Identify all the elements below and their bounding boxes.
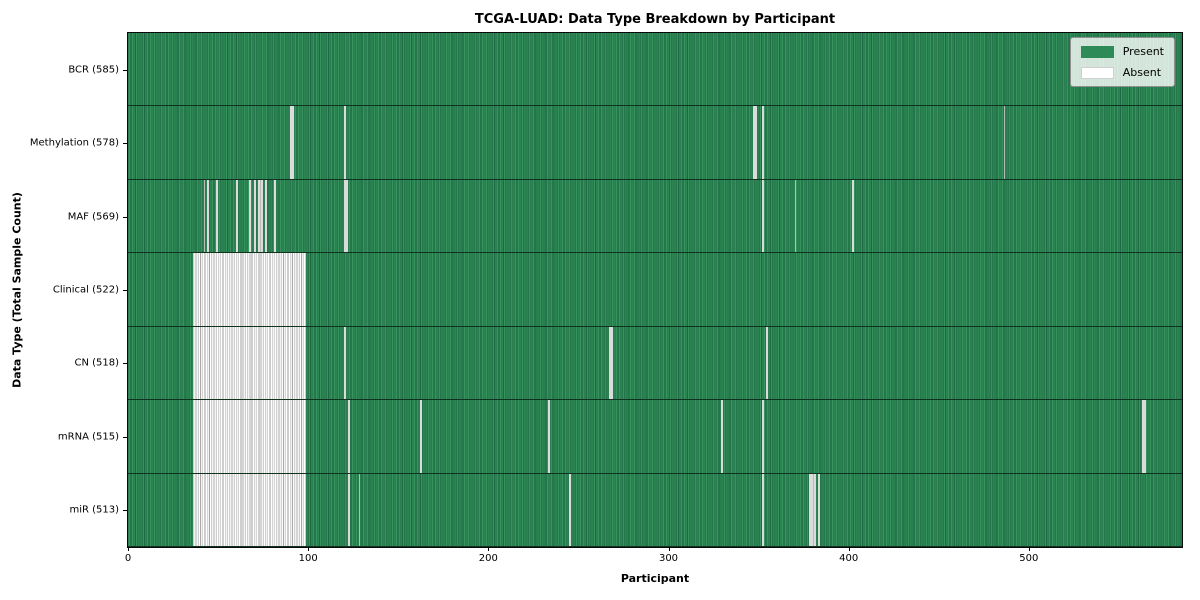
- x-tick-label: 300: [658, 553, 679, 564]
- absent-mark: [610, 326, 613, 400]
- legend-item-present: Present: [1080, 45, 1164, 58]
- absent-mark: [291, 106, 294, 179]
- absent-mark: [236, 179, 238, 253]
- y-tick-label: miR (513): [69, 504, 119, 516]
- absent-mark: [753, 106, 755, 179]
- absent-mark: [1003, 106, 1006, 179]
- y-tick: [123, 69, 128, 71]
- x-tick: [1028, 547, 1030, 551]
- absent-mark: [358, 473, 361, 546]
- absent-mark: [207, 179, 210, 253]
- legend-label-present: Present: [1122, 45, 1164, 58]
- row-methylation: [128, 106, 1182, 180]
- absent-mark: [203, 179, 206, 253]
- absent-mark: [261, 179, 264, 253]
- x-tick: [308, 547, 310, 551]
- absent-mark: [762, 106, 764, 179]
- absent-mark: [264, 179, 267, 253]
- x-tick: [848, 547, 850, 551]
- absent-mark: [754, 106, 757, 179]
- absent-mark: [762, 179, 764, 253]
- absent-mark: [216, 179, 219, 253]
- absent-mark: [192, 473, 307, 546]
- y-tick: [123, 216, 128, 218]
- absent-mark: [1144, 400, 1146, 473]
- legend-label-absent: Absent: [1122, 66, 1162, 79]
- x-tick: [128, 547, 129, 551]
- row-clinical: [128, 253, 1182, 327]
- chart-title: TCGA-LUAD: Data Type Breakdown by Partic…: [474, 12, 836, 27]
- y-tick-label: MAF (569): [67, 211, 119, 223]
- absent-mark: [257, 179, 260, 253]
- row-mir: [128, 473, 1182, 547]
- absent-mark: [344, 179, 346, 253]
- row-mrna: [128, 400, 1182, 474]
- x-tick-label: 0: [124, 553, 132, 564]
- y-tick-label: Methylation (578): [29, 137, 119, 149]
- absent-mark: [794, 179, 797, 253]
- legend-swatch-absent-icon: [1080, 66, 1114, 79]
- absent-mark: [419, 400, 422, 473]
- absent-mark: [762, 400, 764, 473]
- absent-mark: [765, 326, 768, 400]
- absent-mark: [1142, 400, 1145, 473]
- absent-mark: [347, 400, 350, 473]
- x-tick: [488, 547, 490, 551]
- x-tick-label: 400: [839, 553, 859, 564]
- absent-mark: [347, 473, 350, 546]
- x-tick-label: 100: [298, 553, 318, 564]
- absent-mark: [344, 326, 346, 400]
- absent-mark: [344, 106, 346, 179]
- y-tick: [123, 290, 128, 291]
- x-tick-label: 500: [1019, 553, 1039, 564]
- x-tick-label: 200: [478, 553, 498, 564]
- absent-mark: [814, 473, 817, 546]
- absent-mark: [569, 473, 572, 546]
- row-maf: [128, 179, 1182, 254]
- absent-mark: [812, 473, 815, 546]
- absent-mark: [852, 179, 855, 253]
- absent-mark: [273, 179, 276, 253]
- y-tick: [123, 436, 128, 438]
- y-tick-label: CN (518): [74, 357, 119, 369]
- legend-item-absent: Absent: [1080, 66, 1164, 79]
- absent-mark: [248, 179, 251, 253]
- y-tick: [123, 510, 128, 512]
- absent-mark: [547, 400, 550, 473]
- row-cn: [128, 326, 1182, 401]
- y-tick-label: BCR (585): [68, 64, 119, 76]
- legend-swatch-present-icon: [1080, 45, 1114, 58]
- y-tick-label: mRNA (515): [57, 431, 119, 443]
- y-tick: [123, 143, 128, 145]
- x-tick: [668, 547, 670, 551]
- absent-mark: [762, 473, 764, 546]
- absent-mark: [259, 179, 262, 253]
- absent-mark: [809, 473, 811, 546]
- absent-mark: [192, 326, 307, 400]
- plot-area: Present Absent: [128, 33, 1182, 547]
- row-bcr: [128, 33, 1182, 107]
- absent-mark: [609, 326, 611, 400]
- absent-mark: [192, 400, 307, 473]
- y-tick: [123, 363, 128, 365]
- absent-mark: [810, 473, 813, 546]
- x-axis-label: Participant: [620, 572, 690, 585]
- y-tick-label: Clinical (522): [52, 284, 119, 296]
- absent-mark: [290, 106, 292, 179]
- absent-mark: [818, 473, 820, 546]
- absent-mark: [254, 179, 256, 253]
- absent-mark: [192, 253, 307, 326]
- absent-mark: [346, 179, 348, 253]
- legend: Present Absent: [1069, 37, 1175, 87]
- absent-mark: [720, 400, 723, 473]
